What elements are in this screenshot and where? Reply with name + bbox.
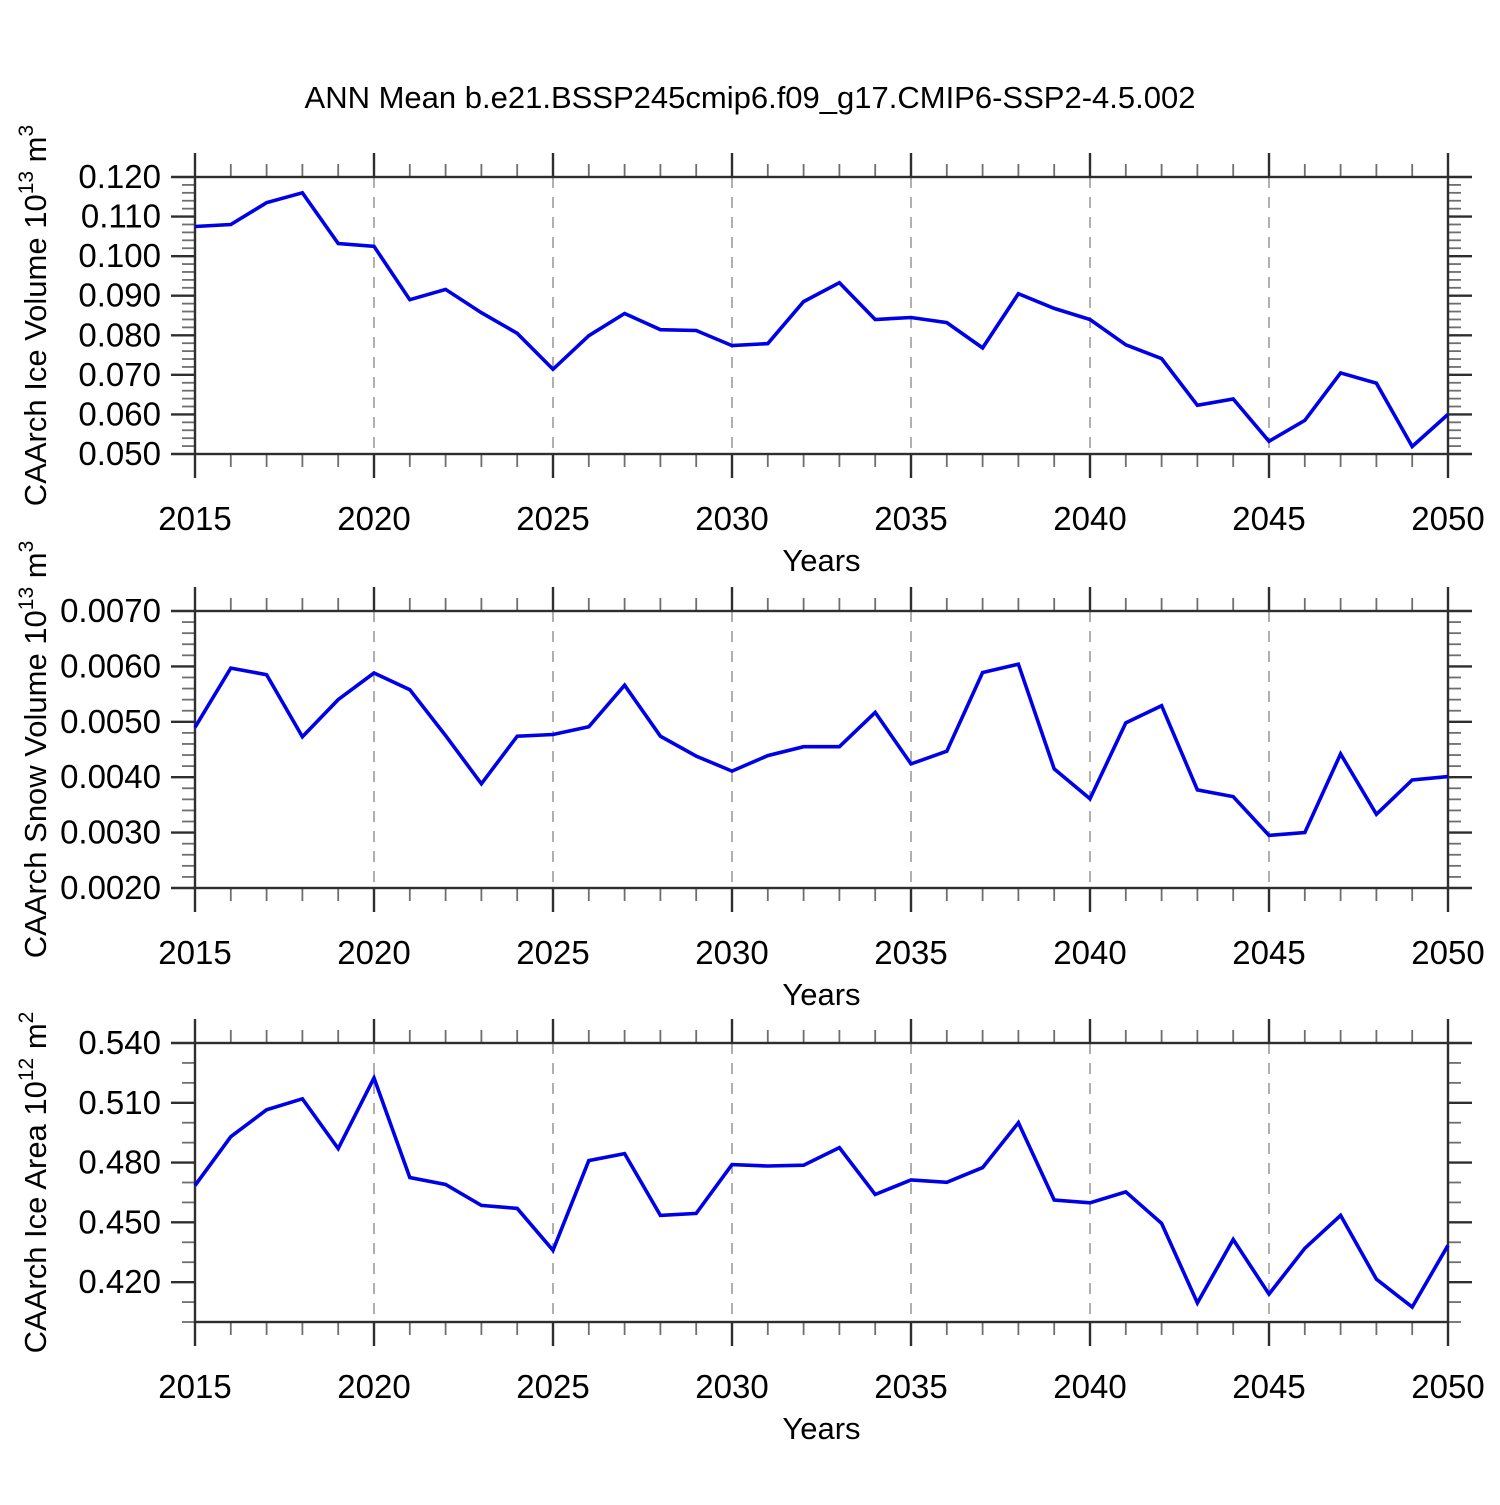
- y-axis-title: CAArch Ice Area 1012 m2: [15, 1012, 53, 1354]
- x-tick-label: 2015: [158, 934, 231, 971]
- y-tick-label: 0.080: [78, 316, 161, 353]
- x-axis-title: Years: [782, 543, 860, 578]
- x-tick-label: 2035: [874, 500, 947, 537]
- x-tick-label: 2040: [1053, 934, 1126, 971]
- x-axis-title: Years: [782, 977, 860, 1012]
- chart-caarch-ice-volume: 0.0500.0600.0700.0800.0900.1000.1100.120…: [15, 125, 1485, 578]
- y-tick-label: 0.060: [78, 395, 161, 432]
- y-tick-label: 0.090: [78, 277, 161, 314]
- caarch-ice-volume-line: [194, 190, 1450, 450]
- x-tick-label: 2030: [695, 500, 768, 537]
- y-tick-label: 0.510: [78, 1084, 161, 1121]
- chart-caarch-ice-area: 0.420 0.450 0.480 0.510 0.540 2015 2020 2025 203…: [15, 1012, 1485, 1446]
- y-tick-label: 0.480: [78, 1144, 161, 1181]
- y-tick-label: 0.0070: [60, 592, 161, 629]
- x-tick-label: 2025: [516, 500, 589, 537]
- y-tick-label: 0.540: [78, 1024, 161, 1061]
- y-tick-label: 0.0040: [60, 758, 161, 795]
- y-tick-label: 0.050: [78, 435, 161, 472]
- y-tick-label: 0.0020: [60, 869, 161, 906]
- x-tick-label: 2045: [1232, 500, 1305, 537]
- y-tick-label: 0.070: [78, 356, 161, 393]
- x-tick-label: 2020: [337, 934, 410, 971]
- x-tick-label: 2025: [516, 1368, 589, 1405]
- y-axis-title: CAArch Ice Volume 1013 m3: [15, 125, 53, 506]
- y-tick-label: 0.0030: [60, 814, 161, 851]
- x-tick-label: 2025: [516, 934, 589, 971]
- x-tick-label: 2015: [158, 1368, 231, 1405]
- y-tick-label: 0.0060: [60, 647, 161, 684]
- x-tick-label: 2035: [874, 1368, 947, 1405]
- y-tick-label: 0.120: [78, 158, 161, 195]
- y-axis-title: CAArch Snow Volume 1013 m3: [15, 541, 53, 959]
- x-tick-label: 2030: [695, 934, 768, 971]
- y-tick-label: 0.0050: [60, 703, 161, 740]
- plot-frame: [193, 609, 1450, 890]
- x-tick-label: 2040: [1053, 500, 1126, 537]
- x-tick-label: 2015: [158, 500, 231, 537]
- x-tick-label: 2030: [695, 1368, 768, 1405]
- plot-frame: [193, 175, 1450, 456]
- chart-caarch-snow-volume: 0.0020 0.0030 0.0040 0.0050 0.0060 0.0070 2015…: [15, 541, 1485, 1012]
- y-tick-label: 0.110: [81, 198, 161, 235]
- figure-title: ANN Mean b.e21.BSSP245cmip6.f09_g17.CMIP…: [305, 80, 1196, 115]
- y-tick-label: 0.450: [78, 1203, 161, 1240]
- y-tick-label: 0.100: [78, 237, 161, 274]
- caarch-snow-volume-line: [193, 662, 1449, 838]
- x-tick-label: 2035: [874, 934, 947, 971]
- x-tick-label: 2050: [1411, 934, 1484, 971]
- x-tick-label: 2050: [1411, 500, 1484, 537]
- caarch-ice-area-line: [193, 1073, 1450, 1310]
- x-tick-label: 2020: [337, 500, 410, 537]
- y-tick-label: 0.420: [78, 1263, 161, 1300]
- x-axis-title: Years: [782, 1411, 860, 1446]
- x-tick-label: 2020: [337, 1368, 410, 1405]
- x-tick-label: 2045: [1232, 934, 1305, 971]
- x-tick-label: 2040: [1053, 1368, 1126, 1405]
- x-tick-label: 2050: [1411, 1368, 1484, 1405]
- x-tick-label: 2045: [1232, 1368, 1305, 1405]
